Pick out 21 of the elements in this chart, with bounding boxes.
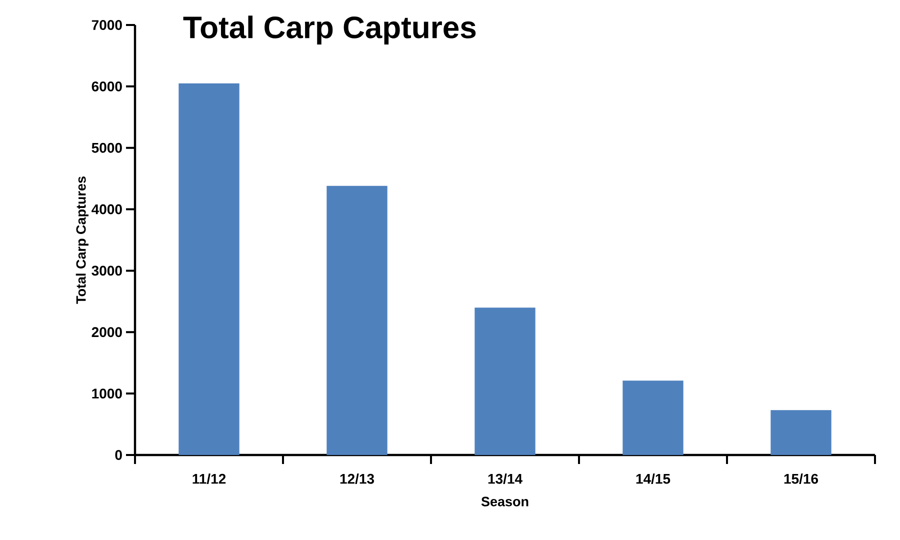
y-tick-label: 3000 [92, 266, 122, 276]
bar [178, 83, 240, 455]
x-tick-label: 14/15 [636, 474, 670, 484]
y-axis-title: Total Carp Captures [76, 176, 88, 304]
bar [474, 308, 536, 455]
y-tick-label: 2000 [92, 327, 122, 338]
bar [622, 380, 684, 455]
y-tick-label: 0 [115, 450, 122, 460]
x-tick-label: 13/14 [488, 474, 522, 484]
y-tick-label: 4000 [92, 204, 122, 214]
bar [770, 410, 832, 455]
x-tick-label: 11/12 [192, 474, 226, 484]
y-tick-label: 5000 [92, 142, 122, 153]
bar [326, 186, 388, 455]
y-tick-label: 6000 [92, 81, 122, 92]
y-tick-label: 1000 [92, 388, 122, 399]
chart-title: Total Carp Captures [183, 16, 476, 45]
x-tick-label: 12/13 [340, 474, 374, 484]
x-tick-label: 15/16 [784, 474, 818, 484]
y-tick-label: 7000 [92, 20, 122, 30]
x-axis-title: Season [481, 496, 528, 506]
